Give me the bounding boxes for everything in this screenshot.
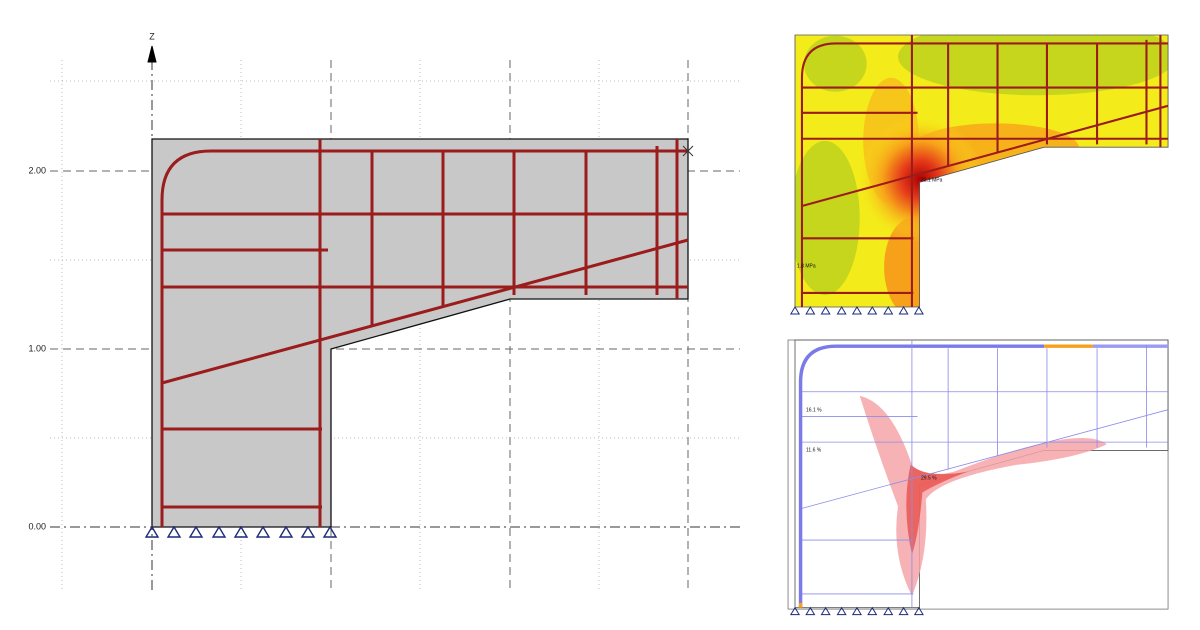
strut-view bbox=[787, 339, 1169, 616]
section-view: Z 2.00 1.00 0.00 bbox=[28, 31, 740, 590]
drawing-shape bbox=[898, 35, 1169, 96]
z-tick-label: 0.00 bbox=[28, 521, 46, 531]
stress-annotation: 32.1 MPa bbox=[921, 177, 943, 183]
drawing-shape bbox=[798, 344, 1045, 608]
drawing-shape bbox=[906, 464, 968, 555]
drawing-shape bbox=[795, 140, 860, 296]
strut-fields bbox=[859, 395, 1107, 596]
strut-annotation: 11.6 % bbox=[806, 447, 822, 453]
drawing-shape bbox=[787, 339, 1169, 610]
node-marker bbox=[682, 145, 694, 157]
z-tick-label: 2.00 bbox=[28, 165, 46, 175]
drawing-shape bbox=[801, 409, 1169, 509]
stress-annotation: 1.8 MPa bbox=[797, 263, 816, 269]
drawing-shape bbox=[801, 340, 1169, 608]
strut-annotation: 29.5 % bbox=[921, 475, 937, 481]
strut-annotation: 16.1 % bbox=[806, 407, 822, 413]
drawing-shape bbox=[804, 35, 867, 92]
drawing-shape bbox=[906, 464, 968, 555]
z-axis-arrow bbox=[147, 45, 157, 63]
stress-view bbox=[790, 33, 1170, 315]
axis-label: Z bbox=[149, 31, 155, 41]
z-tick-label: 1.00 bbox=[28, 343, 46, 353]
drawing-shape bbox=[859, 395, 1107, 596]
drawing-shape bbox=[790, 306, 924, 315]
drawing-shape bbox=[794, 34, 1169, 308]
stress-contours bbox=[795, 35, 1169, 307]
